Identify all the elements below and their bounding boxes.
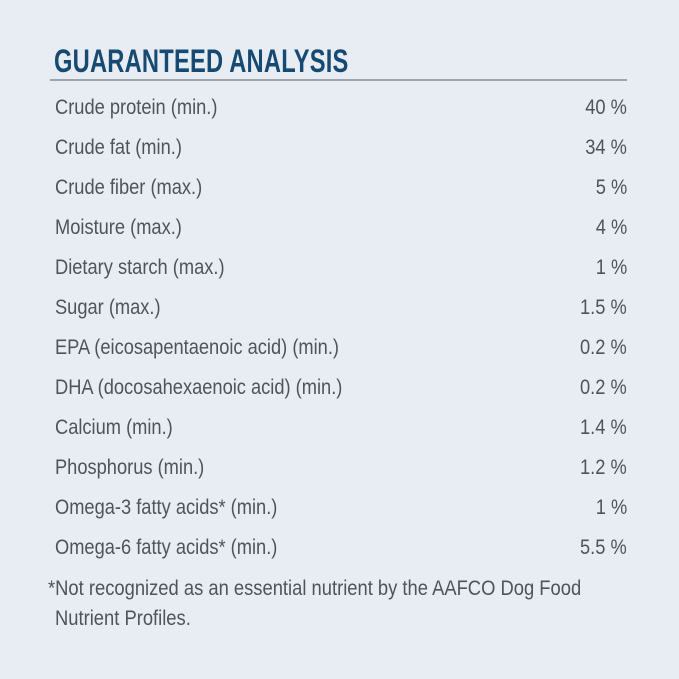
page-title: GUARANTEED ANALYSIS <box>54 43 349 79</box>
nutrient-label: Dietary starch (max.) <box>55 256 225 279</box>
analysis-row-dietary-starch: Dietary starch (max.) 1 % <box>55 248 627 288</box>
analysis-row-omega-3: Omega-3 fatty acids* (min.) 1 % <box>55 488 627 528</box>
analysis-table: Crude protein (min.) 40 % Crude fat (min… <box>50 88 627 568</box>
nutrient-label: Omega-3 fatty acids* (min.) <box>55 496 278 519</box>
guaranteed-analysis-panel: GUARANTEED ANALYSIS Crude protein (min.)… <box>48 43 627 634</box>
footnote: *Not recognized as an essential nutrient… <box>48 577 582 630</box>
nutrient-value: 1 % <box>595 256 627 279</box>
nutrient-label: Calcium (min.) <box>55 416 173 439</box>
analysis-row-phosphorus: Phosphorus (min.) 1.2 % <box>55 448 627 488</box>
nutrient-value: 0.2 % <box>580 376 627 399</box>
nutrient-value: 5.5 % <box>580 536 627 559</box>
nutrient-label: EPA (eicosapentaenoic acid) (min.) <box>55 336 340 359</box>
nutrient-label: Phosphorus (min.) <box>55 456 205 479</box>
nutrient-label: DHA (docosahexaenoic acid) (min.) <box>55 376 343 399</box>
analysis-row-sugar: Sugar (max.) 1.5 % <box>55 288 627 328</box>
nutrient-value: 34 % <box>585 136 627 159</box>
nutrient-label: Crude fat (min.) <box>55 136 182 159</box>
analysis-row-crude-fat: Crude fat (min.) 34 % <box>55 128 627 168</box>
analysis-row-dha: DHA (docosahexaenoic acid) (min.) 0.2 % <box>55 368 627 408</box>
nutrient-value: 1 % <box>595 496 627 519</box>
analysis-row-crude-fiber: Crude fiber (max.) 5 % <box>55 168 627 208</box>
analysis-row-crude-protein: Crude protein (min.) 40 % <box>55 88 627 128</box>
nutrient-value: 1.5 % <box>580 296 627 319</box>
analysis-row-omega-6: Omega-6 fatty acids* (min.) 5.5 % <box>55 528 627 568</box>
nutrient-value: 0.2 % <box>580 336 627 359</box>
nutrient-label: Sugar (max.) <box>55 296 161 319</box>
analysis-row-calcium: Calcium (min.) 1.4 % <box>55 408 627 448</box>
title-underline <box>50 79 627 81</box>
nutrient-value: 1.2 % <box>580 456 627 479</box>
nutrient-label: Omega-6 fatty acids* (min.) <box>55 536 278 559</box>
nutrient-value: 5 % <box>595 176 627 199</box>
analysis-row-epa: EPA (eicosapentaenoic acid) (min.) 0.2 % <box>55 328 627 368</box>
nutrient-label: Crude protein (min.) <box>55 96 218 119</box>
nutrient-label: Crude fiber (max.) <box>55 176 203 199</box>
analysis-row-moisture: Moisture (max.) 4 % <box>55 208 627 248</box>
nutrient-value: 4 % <box>595 216 627 239</box>
nutrient-label: Moisture (max.) <box>55 216 182 239</box>
nutrient-value: 40 % <box>585 96 627 119</box>
nutrient-value: 1.4 % <box>580 416 627 439</box>
